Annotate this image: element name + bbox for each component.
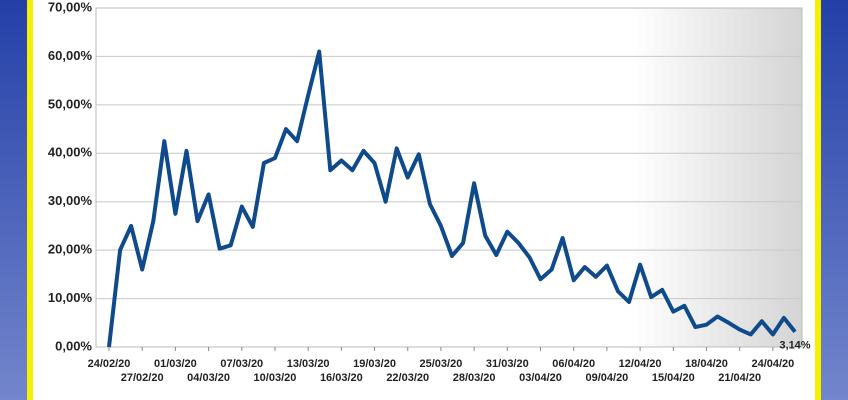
x-tick-label: 13/03/20 — [287, 358, 330, 370]
x-tick-label: 10/03/20 — [254, 372, 297, 384]
plot-border — [95, 7, 803, 348]
x-tick-label: 01/03/20 — [154, 358, 197, 370]
y-tick-label: 70,00% — [48, 0, 93, 14]
x-tick-label: 24/04/20 — [751, 358, 794, 370]
x-tick-label: 16/03/20 — [320, 372, 363, 384]
y-tick-label: 10,00% — [48, 290, 93, 305]
y-tick-label: 50,00% — [48, 96, 93, 111]
x-tick-label: 24/02/20 — [88, 358, 131, 370]
x-tick-label: 19/03/20 — [353, 358, 396, 370]
data-label: 3,14% — [779, 340, 810, 352]
x-tick-label: 15/04/20 — [652, 372, 695, 384]
x-tick-label: 28/03/20 — [453, 372, 496, 384]
x-tick-label: 18/04/20 — [685, 358, 728, 370]
y-tick-label: 60,00% — [48, 48, 93, 63]
x-tick-label: 22/03/20 — [386, 372, 429, 384]
y-tick-label: 20,00% — [48, 242, 93, 257]
x-tick-label: 27/02/20 — [121, 372, 164, 384]
y-tick-label: 40,00% — [48, 145, 93, 160]
line — [107, 49, 797, 348]
x-tick-label: 04/03/20 — [187, 372, 230, 384]
x-tick-label: 21/04/20 — [718, 372, 761, 384]
x-tick-label: 06/04/20 — [552, 358, 595, 370]
x-tick-label: 25/03/20 — [420, 358, 463, 370]
y-tick-label: 30,00% — [48, 193, 93, 208]
x-tick-label: 03/04/20 — [519, 372, 562, 384]
x-tick-label: 07/03/20 — [220, 358, 263, 370]
x-tick-label: 12/04/20 — [619, 358, 662, 370]
y-tick-label: 0,00% — [55, 338, 92, 353]
x-tick-label: 31/03/20 — [486, 358, 529, 370]
x-tick-label: 09/04/20 — [585, 372, 628, 384]
